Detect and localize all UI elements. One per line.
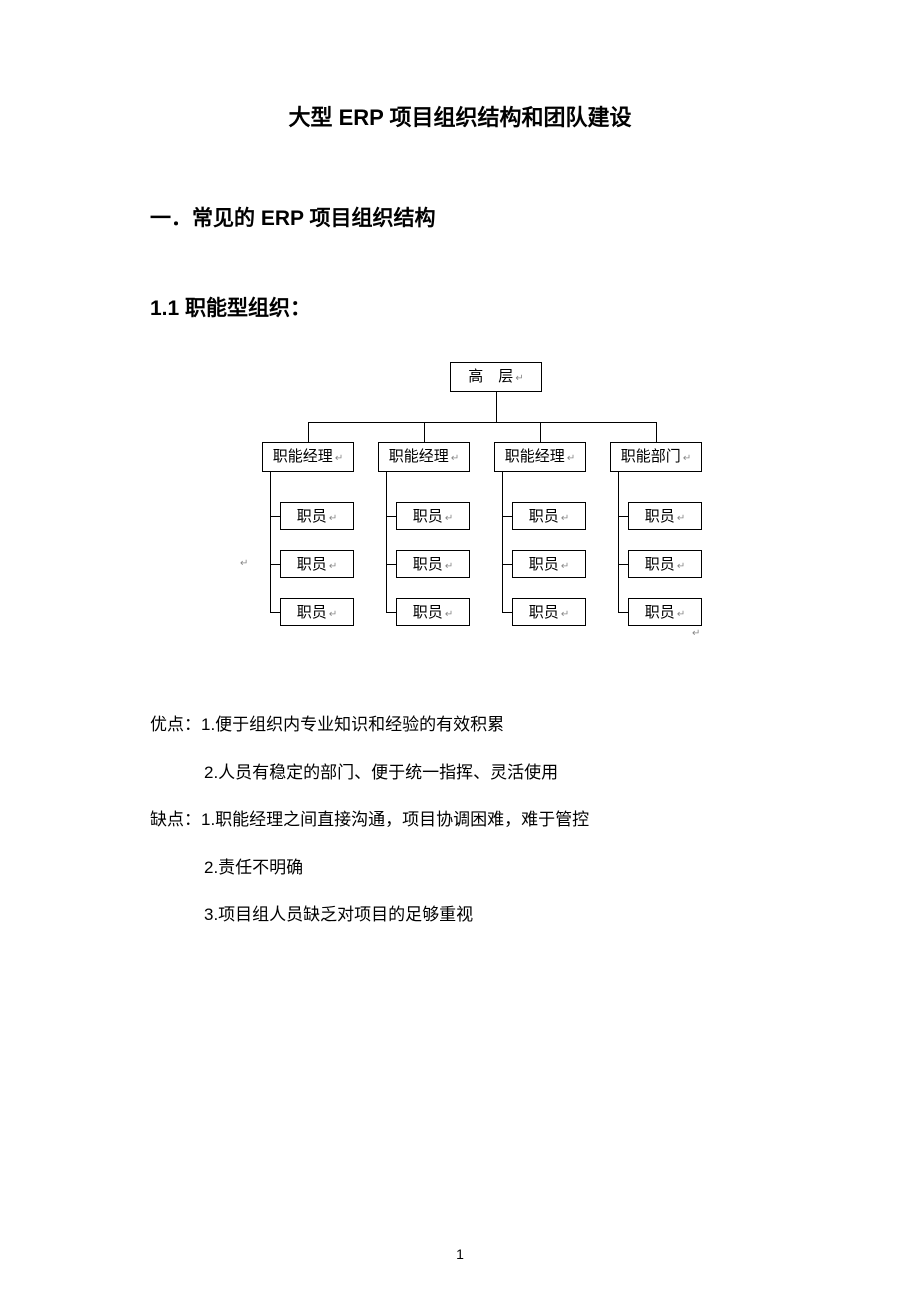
org-chart: 高 层↵ 职能经理↵ 职员↵ 职员↵ 职员↵ 职能经理↵ 职员↵ 职员↵ 职员↵ 职能经理↵ 职员↵…	[220, 362, 700, 672]
org-node-staff: 职员↵	[512, 598, 586, 626]
org-node-top: 高 层↵	[450, 362, 542, 392]
org-node-staff: 职员↵	[396, 502, 470, 530]
doc-title: 大型 ERP 项目组织结构和团队建设	[150, 100, 770, 132]
dis-item-1: 1.职能经理之间直接沟通，项目协调困难，难于管控	[201, 810, 589, 829]
org-node-manager: 职能经理↵	[262, 442, 354, 472]
connector-line	[308, 422, 656, 423]
connector-line	[618, 564, 628, 565]
org-node-manager: 职能部门↵	[610, 442, 702, 472]
connector-line	[656, 422, 657, 442]
connector-line	[270, 564, 280, 565]
heading-1: 一．常见的 ERP 项目组织结构	[150, 202, 770, 232]
connector-line	[308, 422, 309, 442]
org-node-staff: 职员↵	[280, 598, 354, 626]
disadvantages-label: 缺点：	[150, 810, 201, 829]
org-node-staff: 职员↵	[628, 502, 702, 530]
org-node-manager: 职能经理↵	[378, 442, 470, 472]
connector-line	[386, 472, 387, 612]
connector-line	[386, 516, 396, 517]
connector-line	[502, 516, 512, 517]
connector-line	[270, 612, 280, 613]
connector-line	[270, 516, 280, 517]
org-node-manager: 职能经理↵	[494, 442, 586, 472]
connector-line	[386, 564, 396, 565]
org-node-staff: 职员↵	[396, 598, 470, 626]
stray-marker: ↵	[692, 628, 700, 639]
connector-line	[502, 472, 503, 612]
disadvantages-1: 缺点：1.职能经理之间直接沟通，项目协调困难，难于管控	[150, 807, 770, 833]
adv-item-2: 2.人员有稳定的部门、便于统一指挥、灵活使用	[150, 760, 770, 786]
connector-line	[618, 472, 619, 612]
org-node-staff: 职员↵	[280, 502, 354, 530]
org-node-staff: 职员↵	[628, 598, 702, 626]
org-node-staff: 职员↵	[280, 550, 354, 578]
stray-marker: ↵	[240, 558, 248, 569]
connector-line	[270, 472, 271, 612]
connector-line	[618, 612, 628, 613]
adv-item-1: 1.便于组织内专业知识和经验的有效积累	[201, 715, 504, 734]
org-node-staff: 职员↵	[396, 550, 470, 578]
org-node-staff: 职员↵	[628, 550, 702, 578]
connector-line	[540, 422, 541, 442]
dis-item-3: 3.项目组人员缺乏对项目的足够重视	[150, 902, 770, 928]
connector-line	[502, 564, 512, 565]
connector-line	[424, 422, 425, 442]
advantages-label: 优点：	[150, 715, 201, 734]
org-node-staff: 职员↵	[512, 502, 586, 530]
page-number: 1	[0, 1246, 920, 1262]
heading-1-1: 1.1 职能型组织：	[150, 292, 770, 322]
org-node-staff: 职员↵	[512, 550, 586, 578]
connector-line	[502, 612, 512, 613]
connector-line	[618, 516, 628, 517]
connector-line	[386, 612, 396, 613]
connector-line	[496, 392, 497, 422]
dis-item-2: 2.责任不明确	[150, 855, 770, 881]
advantages-1: 优点：1.便于组织内专业知识和经验的有效积累	[150, 712, 770, 738]
